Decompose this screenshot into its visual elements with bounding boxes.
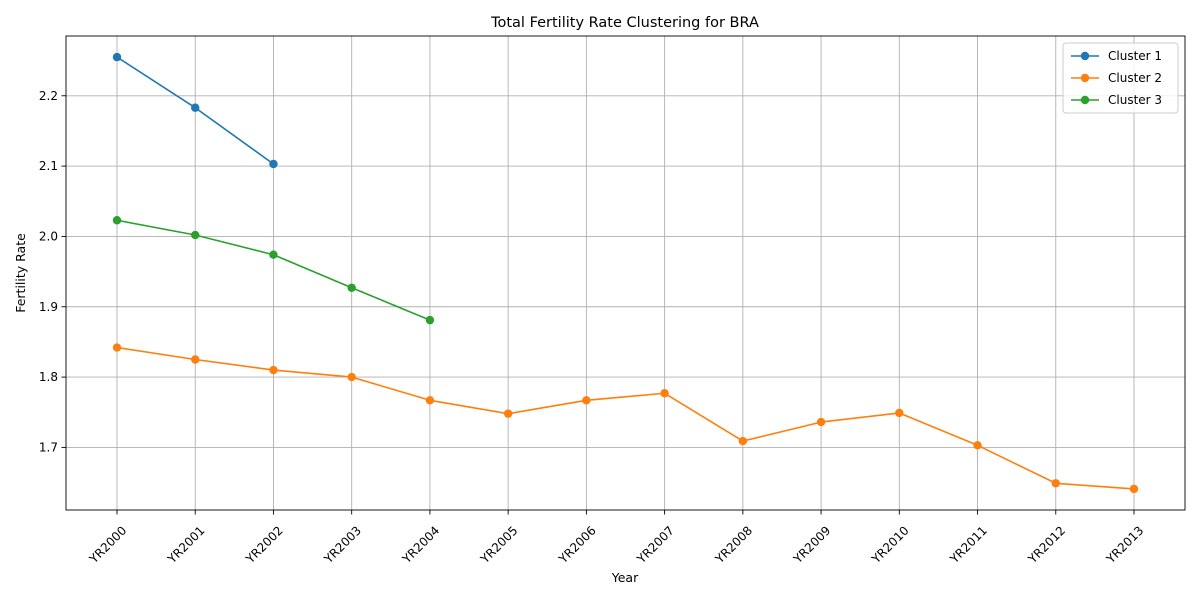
y-tick-label: 1.8: [39, 370, 58, 384]
legend-label: Cluster 3: [1108, 93, 1162, 107]
data-point: [191, 230, 200, 240]
data-point: [112, 52, 122, 62]
data-point: [347, 283, 356, 292]
x-axis-label: Year: [611, 570, 639, 585]
data-point: [816, 417, 826, 427]
legend-label: Cluster 2: [1108, 71, 1162, 85]
y-tick-label: 2.1: [39, 159, 58, 173]
data-point: [1051, 479, 1060, 488]
series-1: [112, 52, 278, 169]
data-point: [503, 409, 513, 418]
data-point: [1129, 484, 1139, 494]
data-point: [660, 389, 669, 398]
data-point: [112, 343, 122, 352]
legend-marker: [1080, 51, 1090, 61]
chart-title: Total Fertility Rate Clustering for BRA: [490, 15, 759, 31]
grid: [66, 36, 1185, 510]
y-tick-label: 2.0: [39, 229, 58, 243]
y-axis-label: Fertility Rate: [13, 233, 28, 313]
series-2: [112, 343, 1139, 494]
series-line: [116, 346, 1135, 490]
data-point: [112, 216, 122, 225]
data-point: [191, 355, 200, 364]
data-point: [973, 441, 982, 450]
legend-box: [1062, 42, 1179, 114]
plot-frame: [65, 35, 1186, 511]
legend: Cluster 1 Cluster 2 Cluster 3: [1062, 42, 1179, 114]
data-point: [582, 396, 591, 405]
data-point: [347, 372, 356, 382]
legend-item: Cluster 3: [1071, 93, 1162, 107]
legend-marker: [1080, 95, 1090, 105]
legend-label: Cluster 1: [1108, 49, 1162, 63]
data-point: [425, 315, 435, 325]
legend-marker: [1080, 73, 1090, 83]
data-point: [895, 408, 904, 418]
series-layer: [112, 52, 1139, 494]
data-point: [738, 436, 748, 446]
data-point: [425, 396, 435, 405]
legend-item: Cluster 2: [1071, 71, 1162, 85]
data-point: [269, 250, 278, 259]
series-3: [112, 216, 435, 325]
legend-item: Cluster 1: [1071, 49, 1162, 63]
y-tick-label: 1.9: [39, 300, 58, 314]
data-point: [191, 103, 200, 112]
data-point: [269, 365, 278, 375]
y-axis: 1.7 1.8 1.9 2.0 2.1 2.2: [39, 89, 66, 454]
data-point: [269, 159, 278, 169]
y-tick-label: 1.7: [39, 440, 58, 454]
y-tick-label: 2.2: [39, 89, 58, 103]
